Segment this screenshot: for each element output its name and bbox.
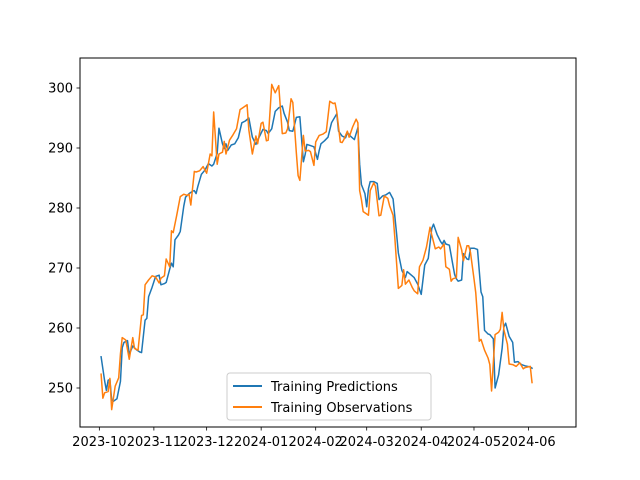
x-tick-label: 2023-12 — [179, 435, 233, 450]
plot-frame — [79, 57, 577, 428]
legend: Training Predictions Training Observatio… — [226, 372, 432, 421]
y-tick-label: 250 — [48, 382, 73, 397]
legend-label-predictions: Training Predictions — [270, 380, 398, 395]
y-tick-label: 300 — [48, 82, 73, 97]
x-tick-label: 2024-03 — [340, 435, 394, 450]
x-tick-label: 2024-05 — [447, 435, 501, 450]
y-tick-label: 290 — [48, 142, 73, 157]
series-layer — [100, 83, 534, 411]
x-tick-label: 2023-11 — [127, 435, 181, 450]
y-tick-label: 270 — [48, 262, 73, 277]
y-tick-label: 280 — [48, 202, 73, 217]
x-tick-label: 2024-01 — [234, 435, 288, 450]
x-tick-label: 2023-10 — [72, 435, 126, 450]
y-axis: 250 260 270 280 290 300 — [48, 82, 80, 397]
series-line-training-observations — [100, 83, 533, 411]
x-tick-label: 2024-06 — [501, 435, 555, 450]
x-tick-label: 2024-04 — [394, 435, 448, 450]
legend-box — [226, 372, 432, 421]
y-tick-label: 260 — [48, 322, 73, 337]
legend-label-observations: Training Observations — [270, 401, 413, 416]
series-line-training-predictions — [100, 105, 534, 402]
x-tick-label: 2024-02 — [289, 435, 343, 450]
